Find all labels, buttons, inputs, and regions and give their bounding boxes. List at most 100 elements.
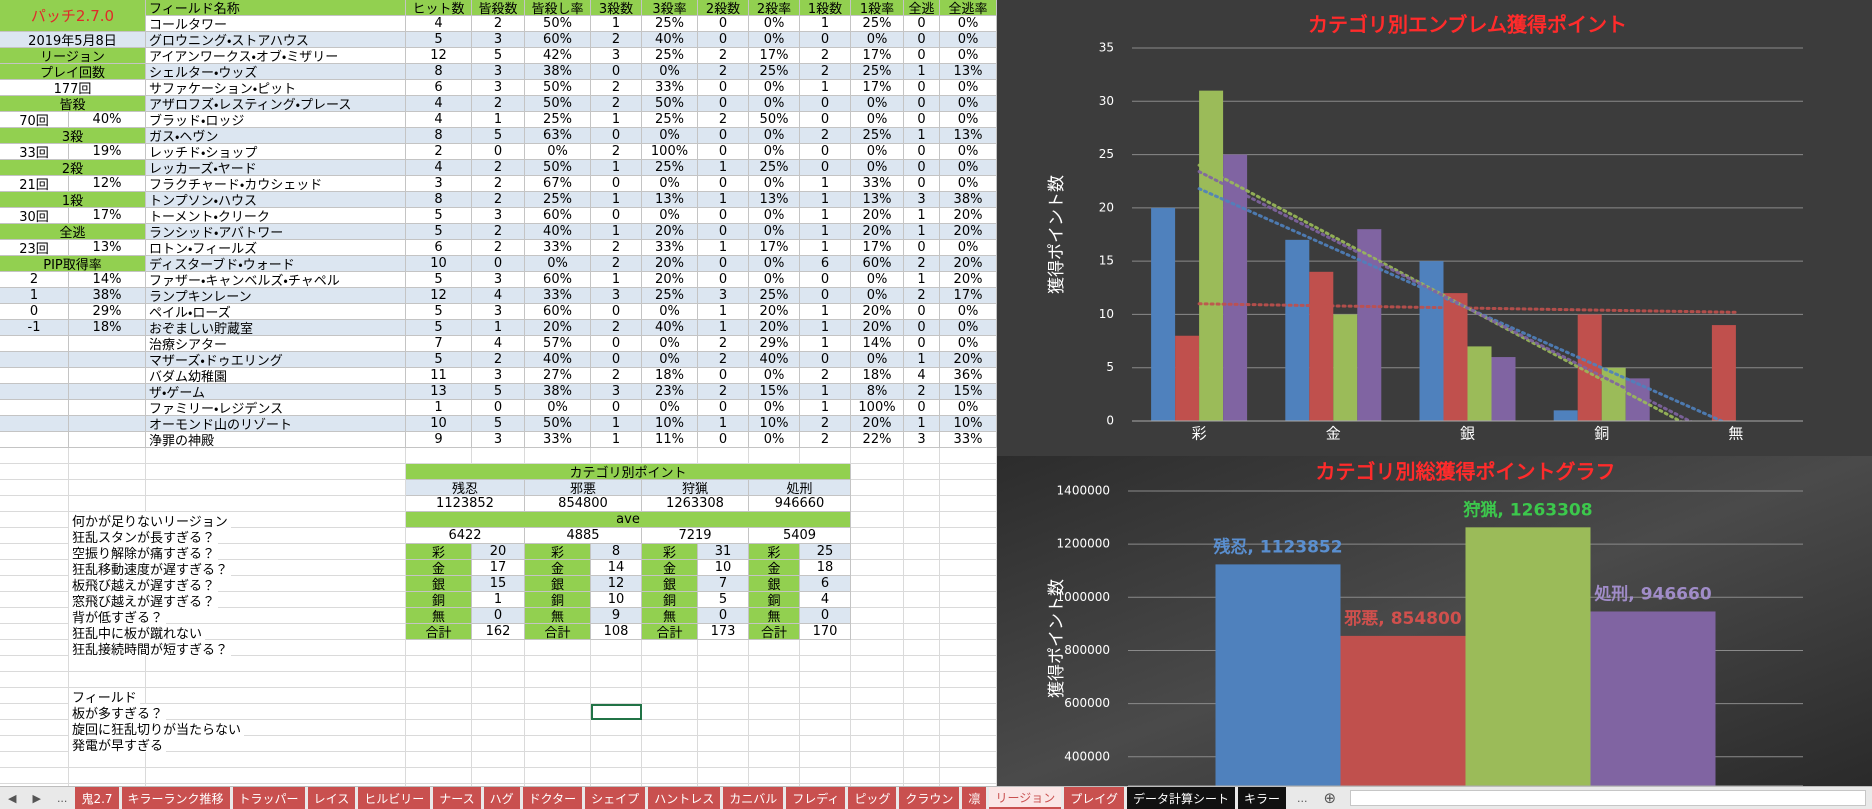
tab-nav-next[interactable]: ▶ xyxy=(32,791,41,805)
table-cell: 40% xyxy=(749,352,800,368)
rank-label: 銀 xyxy=(749,576,800,592)
table-cell: 20% xyxy=(851,416,904,432)
table-cell: 1 xyxy=(904,416,940,432)
table-cell: 25% xyxy=(749,160,800,176)
sheet-tab[interactable]: 鬼2.7 xyxy=(75,787,119,809)
table-cell: 1 xyxy=(800,320,851,336)
table-cell: 14% xyxy=(851,336,904,352)
table-cell: 7 xyxy=(406,336,472,352)
table-cell: 5 xyxy=(472,48,525,64)
table-cell: 1 xyxy=(904,64,940,80)
table-cell: 12 xyxy=(406,48,472,64)
table-cell: 3 xyxy=(591,288,642,304)
table-cell: 50% xyxy=(525,96,591,112)
empty-cell xyxy=(69,416,146,432)
rank-value: 9 xyxy=(591,608,642,624)
category-total: 854800 xyxy=(525,496,642,512)
field-name: ペイル・ローズ xyxy=(146,304,406,320)
sheet-tab[interactable]: キラー xyxy=(1237,787,1286,809)
sheet-tab[interactable]: ドクター xyxy=(522,787,583,809)
sheet-tab[interactable]: シェイプ xyxy=(585,787,646,809)
sidebar-cell: 38% xyxy=(69,288,146,304)
sheet-tab[interactable]: ハントレス xyxy=(648,787,721,809)
sheet-tab[interactable]: ヒルビリー xyxy=(358,787,431,809)
tab-overflow[interactable]: ... xyxy=(56,791,68,805)
table-cell: 0% xyxy=(851,160,904,176)
table-cell: 20% xyxy=(851,208,904,224)
table-cell: 0% xyxy=(642,336,698,352)
table-cell: 25% xyxy=(525,192,591,208)
table-cell: 2 xyxy=(472,160,525,176)
table-cell: 2 xyxy=(472,352,525,368)
note-item: 板飛び越えが遅すぎる？ xyxy=(69,576,219,594)
sheet-tab[interactable]: ハグ xyxy=(483,787,520,809)
table-cell: 20% xyxy=(749,304,800,320)
table-cell: 0 xyxy=(591,352,642,368)
rank-label: 無 xyxy=(525,608,591,624)
horizontal-scrollbar[interactable] xyxy=(1350,790,1866,806)
selected-cell[interactable] xyxy=(591,704,642,720)
table-cell: 2 xyxy=(800,432,851,448)
data-label: 処刑, 946660 xyxy=(1593,584,1712,604)
table-cell: 0% xyxy=(749,224,800,240)
sheet-tab[interactable]: データ計算シート xyxy=(1126,787,1235,809)
field-name: アザロフズ・レスティング・プレース xyxy=(146,96,406,112)
table-cell: 1 xyxy=(800,224,851,240)
table-cell: 1 xyxy=(472,320,525,336)
table-cell: 0% xyxy=(940,304,997,320)
table-cell: 4 xyxy=(406,96,472,112)
sidebar-cell: 14% xyxy=(69,272,146,288)
table-cell: 0 xyxy=(904,176,940,192)
table-cell: 0% xyxy=(940,48,997,64)
add-sheet[interactable]: ⊕ xyxy=(1323,789,1337,807)
sheet-tab[interactable]: フレディ xyxy=(786,787,846,809)
table-cell: 3 xyxy=(472,64,525,80)
table-cell: 1 xyxy=(698,160,749,176)
tab-nav-prev[interactable]: ◀ xyxy=(8,791,17,805)
rank-label: 無 xyxy=(406,608,472,624)
tab-overflow[interactable]: ... xyxy=(1297,791,1308,805)
table-cell: 33% xyxy=(525,240,591,256)
sheet-tab[interactable]: レイス xyxy=(307,787,356,809)
table-cell: 0% xyxy=(940,400,997,416)
table-cell: 5 xyxy=(406,208,472,224)
table-cell: 40% xyxy=(642,320,698,336)
empty-cell xyxy=(0,352,69,368)
sheet-tab[interactable]: カニバル xyxy=(723,787,784,809)
sheet-tab[interactable]: ナース xyxy=(433,787,481,809)
sidebar-cell: 2 xyxy=(0,272,69,288)
field-name: シェルター・ウッズ xyxy=(146,64,406,80)
category-average: 5409 xyxy=(749,528,851,544)
table-cell: 1 xyxy=(591,160,642,176)
table-cell: 13 xyxy=(406,384,472,400)
sidebar-header: 全逃 xyxy=(0,224,146,240)
table-cell: 15% xyxy=(749,384,800,400)
sidebar-cell: 177回 xyxy=(0,80,146,96)
table-cell: 3 xyxy=(472,304,525,320)
rank-value: 0 xyxy=(698,608,749,624)
table-cell: 60% xyxy=(851,256,904,272)
sheet-tab[interactable]: トラッパー xyxy=(232,787,305,809)
sheet-tab[interactable]: キラーランク推移 xyxy=(121,787,230,809)
table-cell: 1 xyxy=(800,192,851,208)
sheet-tab[interactable]: ピッグ xyxy=(848,787,897,809)
y-tick-label: 25 xyxy=(1099,147,1114,161)
table-cell: 2 xyxy=(472,224,525,240)
table-cell: 38% xyxy=(525,384,591,400)
table-cell: 2 xyxy=(591,80,642,96)
sheet-tab[interactable]: リージョン xyxy=(989,787,1062,809)
table-cell: 27% xyxy=(525,368,591,384)
table-cell: 0 xyxy=(698,400,749,416)
category-average: 7219 xyxy=(642,528,749,544)
sheet-tab[interactable]: 凛 xyxy=(962,787,987,809)
table-cell: 4 xyxy=(472,288,525,304)
table-cell: 1 xyxy=(698,240,749,256)
sheet-tab[interactable]: プレイグ xyxy=(1064,787,1124,809)
table-cell: 5 xyxy=(406,224,472,240)
rank-label: 合計 xyxy=(525,624,591,640)
table-cell: 13% xyxy=(940,64,997,80)
table-cell: 2 xyxy=(472,176,525,192)
sidebar-cell: 2019年5月8日 xyxy=(0,32,146,48)
sheet-tab[interactable]: クラウン xyxy=(899,787,960,809)
column-header: 1殺率 xyxy=(851,0,904,16)
